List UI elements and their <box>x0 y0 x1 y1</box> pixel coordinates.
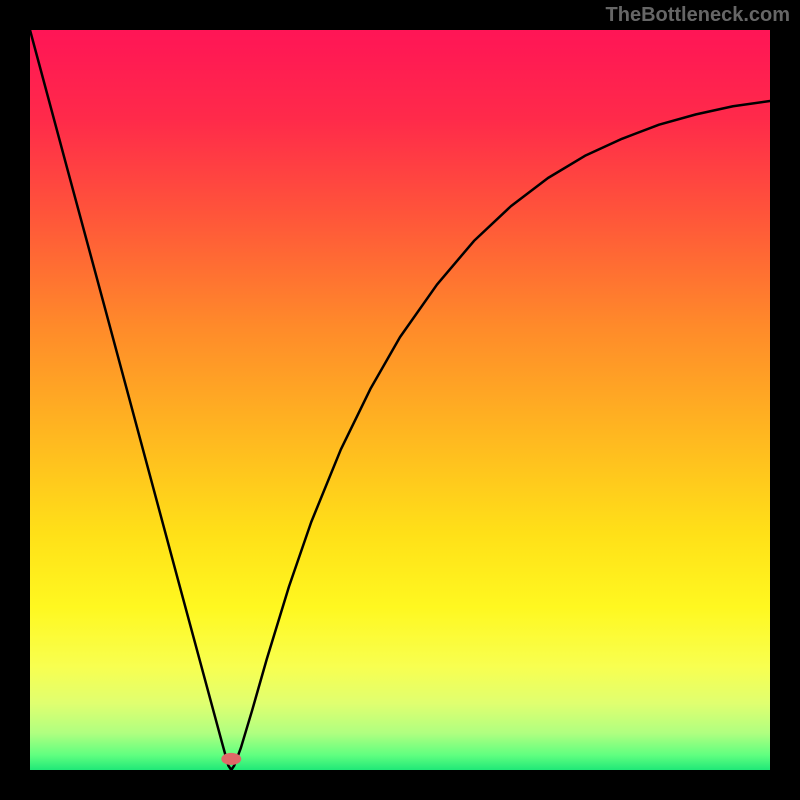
chart-plot-area <box>30 30 770 770</box>
bottleneck-curve-svg <box>30 30 770 770</box>
watermark-text: TheBottleneck.com <box>606 4 790 27</box>
bottleneck-curve-path <box>30 30 770 770</box>
optimal-point-marker <box>221 753 241 765</box>
